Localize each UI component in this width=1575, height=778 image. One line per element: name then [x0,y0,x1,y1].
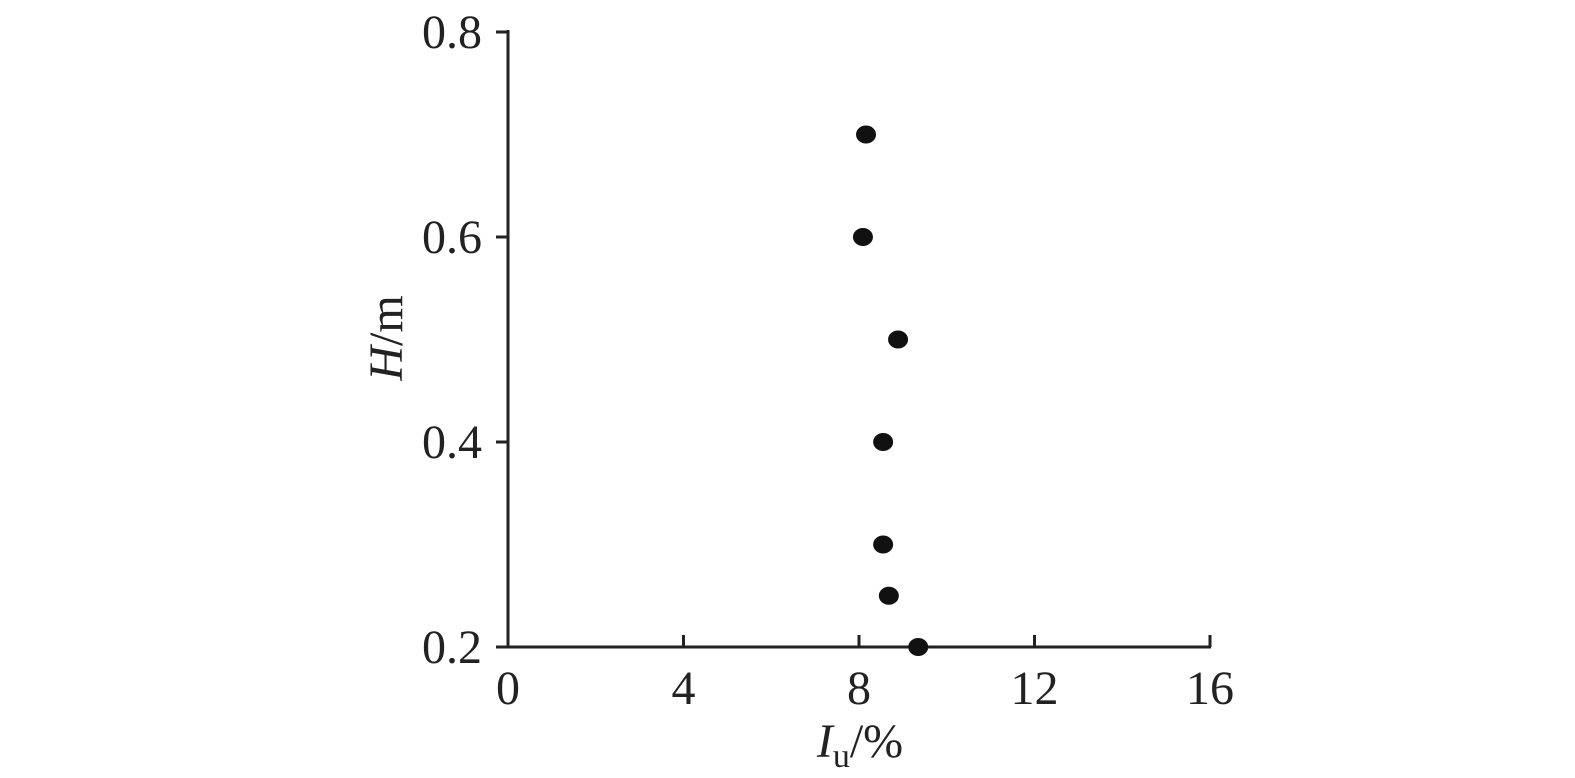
x-label-subscript: u [833,738,850,775]
y-label-symbol: H [360,344,413,382]
x-tick-label: 12 [1011,662,1059,715]
point [852,228,873,246]
point [878,586,899,605]
point [873,433,894,451]
y-label-unit: /m [360,295,413,346]
x-axis-label: Iu/% [816,715,903,775]
point [873,535,894,554]
y-tick-label: 0.8 [422,6,482,59]
point [888,330,909,349]
y-axis-label: H/m [360,295,413,381]
x-label-unit: /% [850,715,903,768]
y-tick-label: 0.6 [422,211,482,264]
point [908,638,929,656]
x-tick-label: 4 [672,662,696,715]
point [856,125,877,144]
x-tick-label: 16 [1186,662,1234,715]
x-tick-label: 8 [847,662,871,715]
x-tick-label: 0 [496,662,520,715]
y-tick-label: 0.2 [422,621,482,674]
x-label-symbol: I [816,715,835,768]
y-tick-label: 0.4 [422,416,482,469]
